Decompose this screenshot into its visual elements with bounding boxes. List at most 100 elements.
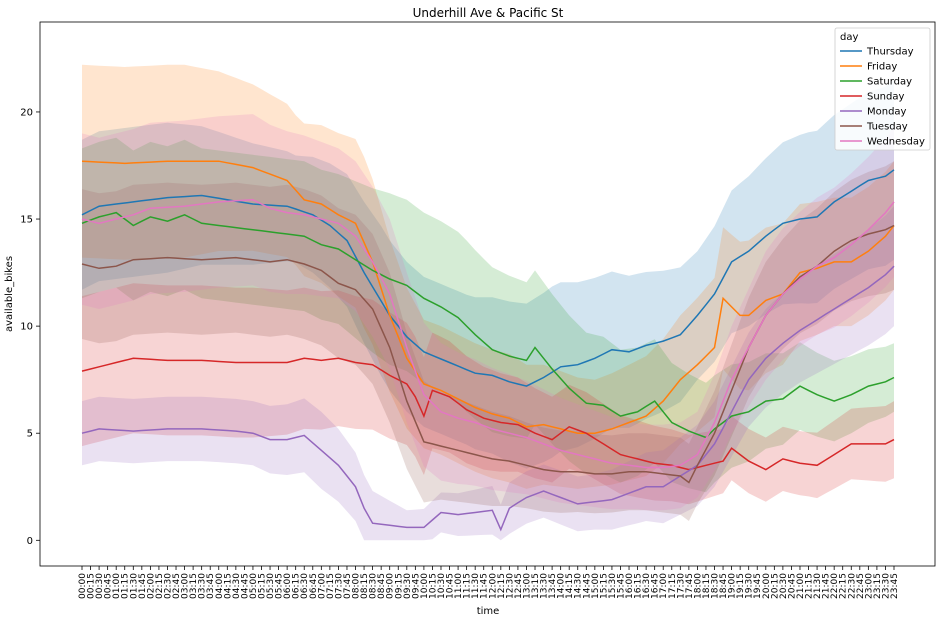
x-tick-label: 18:45: [719, 573, 729, 599]
x-tick-label: 17:15: [668, 573, 678, 599]
x-tick-label: 03:00: [181, 573, 191, 599]
y-axis-label: available_bikes: [4, 256, 15, 332]
x-tick-label: 02:15: [155, 573, 165, 599]
x-tick-label: 12:00: [488, 573, 498, 599]
legend-label-sunday: Sunday: [867, 92, 904, 103]
y-tick-label: 10: [20, 322, 33, 333]
x-tick-label: 15:00: [591, 573, 601, 599]
x-tick-label: 14:30: [574, 573, 584, 599]
legend-label-thursday: Thursday: [866, 47, 914, 58]
confidence-bands: [82, 64, 894, 541]
x-tick-label: 13:30: [540, 573, 550, 599]
x-tick-label: 16:15: [634, 573, 644, 599]
x-tick-label: 15:45: [616, 573, 626, 599]
x-tick-label: 22:45: [856, 573, 866, 599]
x-tick-label: 06:00: [283, 573, 293, 599]
x-tick-label: 08:15: [360, 573, 370, 599]
x-tick-label: 22:00: [830, 573, 840, 599]
series-line-thursday: [81, 169, 895, 387]
x-tick-label: 16:30: [642, 573, 652, 599]
x-tick-label: 21:30: [813, 573, 823, 599]
x-tick-label: 10:45: [446, 573, 456, 599]
x-tick-label: 23:15: [873, 573, 883, 599]
x-tick-label: 20:30: [779, 573, 789, 599]
x-tick-label: 16:00: [625, 573, 635, 599]
x-tick-label: 21:15: [805, 573, 815, 599]
x-tick-label: 08:30: [369, 573, 379, 599]
x-tick-label: 12:45: [514, 573, 524, 599]
x-tick-label: 05:30: [266, 573, 276, 599]
ci-band-sunday: [82, 283, 894, 505]
x-tick-label: 11:30: [471, 573, 481, 599]
x-tick-label: 09:00: [386, 573, 396, 599]
x-tick-label: 03:30: [198, 573, 208, 599]
legend-label-friday: Friday: [867, 62, 897, 73]
x-tick-label: 10:30: [437, 573, 447, 599]
x-tick-label: 07:45: [343, 573, 353, 599]
x-tick-label: 06:15: [292, 573, 302, 599]
ci-band-tuesday: [82, 161, 894, 521]
series-line-monday: [81, 265, 895, 532]
x-tick-label: 14:15: [565, 573, 575, 599]
series-line-wednesday: [81, 199, 895, 469]
legend-label-monday: Monday: [867, 107, 907, 118]
x-tick-label: 03:45: [206, 573, 216, 599]
x-tick-label: 02:30: [163, 573, 173, 599]
x-tick-label: 20:00: [762, 573, 772, 599]
x-tick-label: 19:00: [728, 573, 738, 599]
x-tick-label: 04:30: [232, 573, 242, 599]
x-tick-label: 04:00: [215, 573, 225, 599]
legend-label-wednesday: Wednesday: [867, 137, 925, 148]
x-tick-label: 14:45: [582, 573, 592, 599]
x-tick-label: 05:45: [275, 573, 285, 599]
x-tick-label: 17:00: [659, 573, 669, 599]
x-tick-label: 12:30: [505, 573, 515, 599]
y-tick-label: 15: [20, 215, 33, 226]
x-tick-label: 00:30: [95, 573, 105, 599]
x-tick-label: 17:45: [685, 573, 695, 599]
ci-band-friday: [82, 64, 894, 489]
x-tick-label: 07:15: [326, 573, 336, 599]
x-tick-label: 02:45: [172, 573, 182, 599]
x-axis: 00:0000:1500:3000:4501:0001:1501:3001:45…: [78, 566, 900, 599]
x-tick-label: 09:45: [411, 573, 421, 599]
x-tick-label: 15:30: [608, 573, 618, 599]
x-tick-label: 04:45: [240, 573, 250, 599]
x-tick-label: 08:45: [377, 573, 387, 599]
x-tick-label: 18:15: [702, 573, 712, 599]
x-tick-label: 23:00: [864, 573, 874, 599]
series-line-friday: [81, 160, 895, 434]
x-tick-label: 07:00: [317, 573, 327, 599]
x-tick-label: 19:45: [753, 573, 763, 599]
x-tick-label: 23:45: [890, 573, 900, 599]
legend: day Thursday Friday Saturday Sunday Monday Tu…: [834, 27, 931, 151]
ci-band-wednesday: [82, 114, 894, 511]
x-tick-label: 14:00: [557, 573, 567, 599]
x-tick-label: 15:15: [599, 573, 609, 599]
x-tick-label: 01:15: [121, 573, 131, 599]
legend-label-saturday: Saturday: [867, 77, 912, 88]
x-tick-label: 21:45: [822, 573, 832, 599]
ci-band-monday: [82, 206, 894, 541]
x-tick-label: 21:00: [796, 573, 806, 599]
x-tick-label: 01:00: [112, 573, 122, 599]
x-tick-label: 13:00: [522, 573, 532, 599]
plot-frame: [39, 21, 936, 567]
legend-box: [834, 27, 931, 151]
series-line-sunday: [81, 357, 895, 471]
x-tick-label: 22:15: [839, 573, 849, 599]
x-tick-label: 17:30: [676, 573, 686, 599]
x-tick-label: 13:15: [531, 573, 541, 599]
x-tick-label: 11:15: [463, 573, 473, 599]
ci-band-thursday: [82, 79, 894, 469]
x-tick-label: 00:00: [78, 573, 88, 599]
x-tick-label: 04:15: [223, 573, 233, 599]
series-line-saturday: [81, 211, 895, 439]
x-tick-label: 06:30: [300, 573, 310, 599]
x-tick-label: 00:15: [87, 573, 97, 599]
x-tick-label: 19:15: [736, 573, 746, 599]
x-tick-label: 10:15: [428, 573, 438, 599]
y-axis: 0 5 10 15 20: [20, 107, 40, 547]
x-tick-label: 18:00: [693, 573, 703, 599]
